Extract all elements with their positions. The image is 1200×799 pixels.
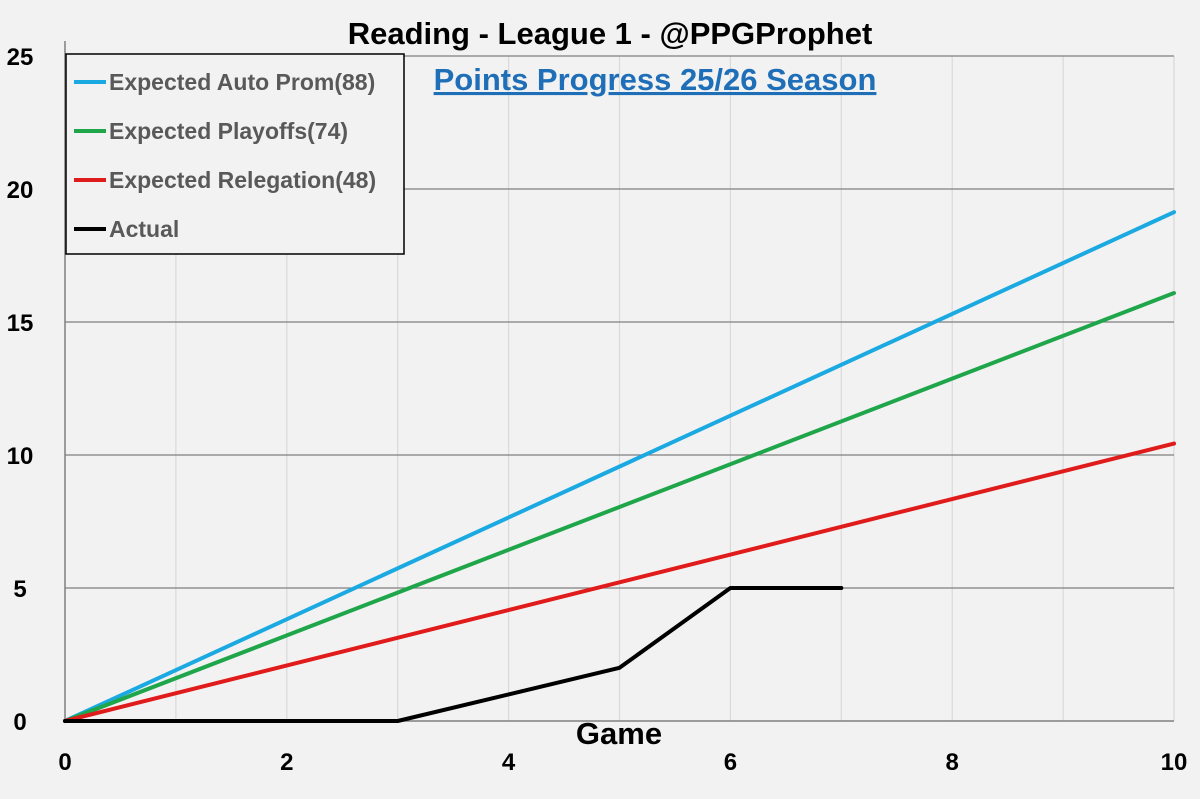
legend-label: Actual xyxy=(109,216,179,242)
legend-box xyxy=(65,53,405,255)
x-tick-label: 0 xyxy=(58,749,71,776)
y-tick-label: 15 xyxy=(7,310,34,337)
legend-label: Expected Auto Prom(88) xyxy=(109,69,375,95)
series-layer xyxy=(63,210,1176,723)
y-tick-label: 5 xyxy=(13,576,26,603)
x-tick-label: 10 xyxy=(1161,749,1188,776)
y-tick-label: 20 xyxy=(7,177,34,204)
series-line-0 xyxy=(63,210,1176,723)
tick-labels: 0 5 10 15 20 25 0 2 4 6 8 10 xyxy=(7,44,1188,776)
legend: Expected Auto Prom(88) Expected Playoffs(… xyxy=(65,53,405,255)
x-tick-label: 6 xyxy=(724,749,737,776)
legend-label: Expected Playoffs(74) xyxy=(109,118,348,144)
x-tick-label: 2 xyxy=(280,749,293,776)
x-tick-label: 4 xyxy=(502,749,516,776)
y-tick-label: 10 xyxy=(7,443,34,470)
chart-title: Reading - League 1 - @PPGProphet xyxy=(348,16,873,51)
x-axis-label: Game xyxy=(576,716,662,751)
series-line-1 xyxy=(63,291,1176,723)
y-tick-label: 25 xyxy=(7,44,34,71)
chart-subtitle: Points Progress 25/26 Season xyxy=(434,62,877,97)
series-line-2 xyxy=(63,441,1176,723)
series-line-3 xyxy=(63,586,844,723)
x-tick-label: 8 xyxy=(946,749,959,776)
y-tick-label: 0 xyxy=(13,709,26,736)
legend-label: Expected Relegation(48) xyxy=(109,167,376,193)
